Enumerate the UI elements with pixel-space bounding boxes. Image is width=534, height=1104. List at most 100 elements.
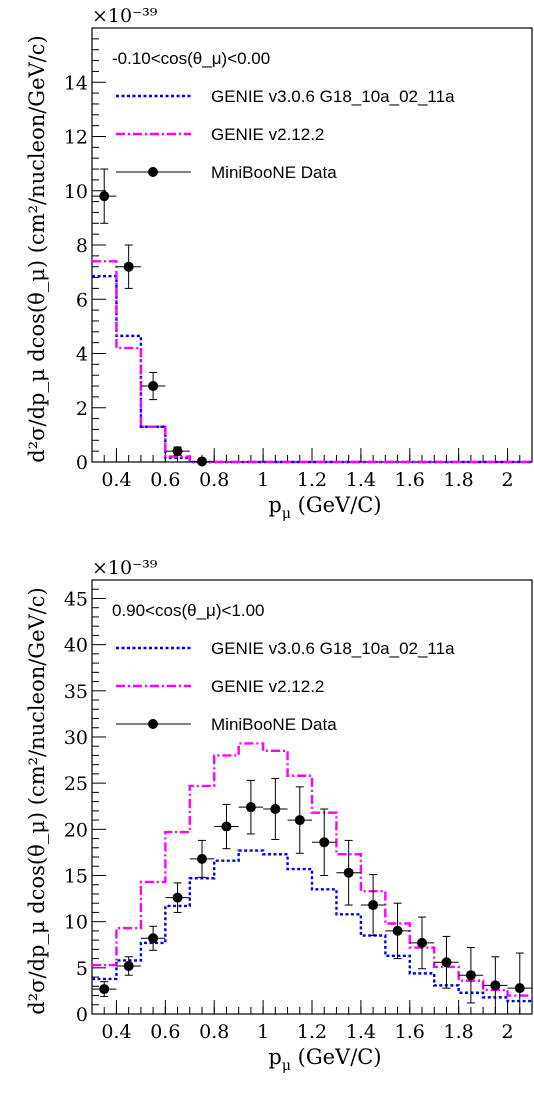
y-tick-label: 35: [64, 681, 88, 703]
data-point: [140, 925, 166, 951]
y-multiplier: ×10⁻³⁹: [92, 557, 158, 579]
histogram-genie-v3: [92, 274, 532, 464]
data-marker: [148, 933, 159, 944]
data-marker: [514, 983, 525, 994]
legend-label: MiniBooNE Data: [211, 163, 337, 182]
y-axis-title: d²σ/dp_μ dcos(θ_μ) (cm²/nucleon/GeV/c): [25, 587, 49, 1014]
x-tick-label: 0.4: [101, 1021, 131, 1043]
y-tick-label: 10: [64, 912, 88, 934]
x-tick-label: 1.8: [444, 469, 474, 491]
data-point: [238, 779, 264, 835]
y-tick-label: 20: [64, 819, 88, 841]
data-marker: [343, 867, 354, 878]
y-tick-label: 45: [64, 588, 88, 610]
data-marker: [465, 970, 476, 981]
y-tick-label: 30: [64, 727, 88, 749]
x-tick-label: 0.4: [101, 469, 131, 491]
data-marker: [417, 937, 427, 948]
legend-label: GENIE v3.0.6 G18_10a_02_11a: [211, 87, 455, 106]
y-multiplier: ×10⁻³⁹: [92, 5, 158, 27]
data-marker: [319, 837, 330, 848]
data-marker: [172, 446, 183, 457]
x-tick-label: 1.8: [444, 1021, 474, 1043]
x-tick-label: 1.2: [297, 1021, 327, 1043]
y-tick-label: 4: [76, 344, 88, 366]
data-point: [92, 981, 117, 997]
chart-panel-bottom: 0 5 10 15 20 25 30 35 40 45 0.4 0.6 0.8 1 1.2 1.4 1.6 1.8…: [25, 557, 533, 1074]
data-point: [165, 882, 190, 913]
data-marker: [197, 456, 207, 467]
data-marker: [441, 957, 452, 968]
data-marker: [99, 191, 110, 202]
data-point: [336, 839, 361, 906]
x-tick-label: 0.6: [150, 469, 180, 491]
data-point: [214, 803, 239, 850]
x-tick-label: 0.6: [150, 1021, 180, 1043]
y-tick-label: 15: [64, 865, 88, 887]
x-tick-label: 2: [502, 469, 514, 491]
y-tick-label: 25: [64, 773, 88, 795]
x-tick-label: 1.6: [395, 469, 425, 491]
x-tick-label: 1.2: [297, 469, 327, 491]
data-point: [116, 244, 141, 289]
legend-label: MiniBooNE Data: [211, 715, 337, 734]
data-marker: [197, 853, 207, 864]
legend-label: GENIE v2.12.2: [211, 125, 324, 144]
data-point: [189, 839, 215, 878]
data-point: [140, 371, 166, 401]
legend-label: GENIE v3.0.6 G18_10a_02_11a: [211, 639, 455, 658]
y-tick-label: 12: [64, 127, 88, 149]
data-point: [434, 935, 459, 989]
data-marker: [270, 804, 281, 815]
y-tick-label: 5: [76, 958, 88, 980]
data-point: [507, 952, 532, 1014]
y-axis-title: d²σ/dp_μ dcos(θ_μ) (cm²/nucleon/GeV/c): [25, 35, 49, 462]
y-tick-label: 10: [64, 181, 88, 203]
x-tick-label: 1.6: [395, 1021, 425, 1043]
data-marker: [490, 980, 501, 991]
data-point: [312, 808, 337, 876]
x-axis-title: pμ (GeV/C): [268, 493, 381, 522]
data-point: [360, 874, 386, 937]
data-point: [165, 446, 190, 457]
data-marker: [392, 925, 403, 936]
y-tick-label: 14: [64, 72, 88, 94]
legend-marker: [148, 167, 158, 177]
data-marker: [148, 381, 159, 392]
y-tick-label: 8: [76, 235, 88, 257]
legend-title: 0.90<cos(θ_μ)<1.00: [112, 601, 265, 620]
data-marker: [123, 261, 134, 272]
legend-label: GENIE v2.12.2: [211, 677, 324, 696]
legend-title: -0.10<cos(θ_μ)<0.00: [112, 49, 270, 68]
data-marker: [123, 960, 134, 971]
data-point: [483, 956, 508, 1014]
y-tick-label: 2: [76, 398, 88, 420]
histogram-genie-v3: [92, 849, 532, 1003]
y-tick-label: 0: [76, 1004, 88, 1026]
legend-marker: [148, 719, 158, 729]
data-point: [92, 168, 117, 224]
x-tick-label: 1: [257, 469, 269, 491]
x-tick-label: 0.8: [199, 469, 229, 491]
data-point: [385, 902, 410, 960]
data-point: [116, 956, 141, 976]
y-tick-label: 6: [76, 289, 88, 311]
data-marker: [368, 900, 379, 911]
data-marker: [221, 821, 232, 832]
y-tick-label: 40: [64, 635, 88, 657]
x-tick-label: 1.4: [346, 469, 376, 491]
data-point: [458, 947, 484, 1004]
data-marker: [99, 984, 110, 995]
data-marker: [245, 802, 256, 813]
x-tick-label: 0.8: [199, 1021, 229, 1043]
data-marker: [172, 892, 183, 903]
y-tick-label: 0: [76, 452, 88, 474]
data-point: [189, 456, 215, 467]
chart-panel-top: 0 2 4 6 8 10 12 14 0.4 0.6 0.8 1 1.2 1.4 1.6 1.8 2 ×10⁻³⁹…: [25, 5, 533, 522]
x-axis-title: pμ (GeV/C): [268, 1045, 381, 1074]
x-tick-label: 1: [257, 1021, 269, 1043]
data-point: [263, 778, 288, 840]
histogram-genie-v2: [92, 260, 532, 464]
x-tick-label: 2: [502, 1021, 514, 1043]
